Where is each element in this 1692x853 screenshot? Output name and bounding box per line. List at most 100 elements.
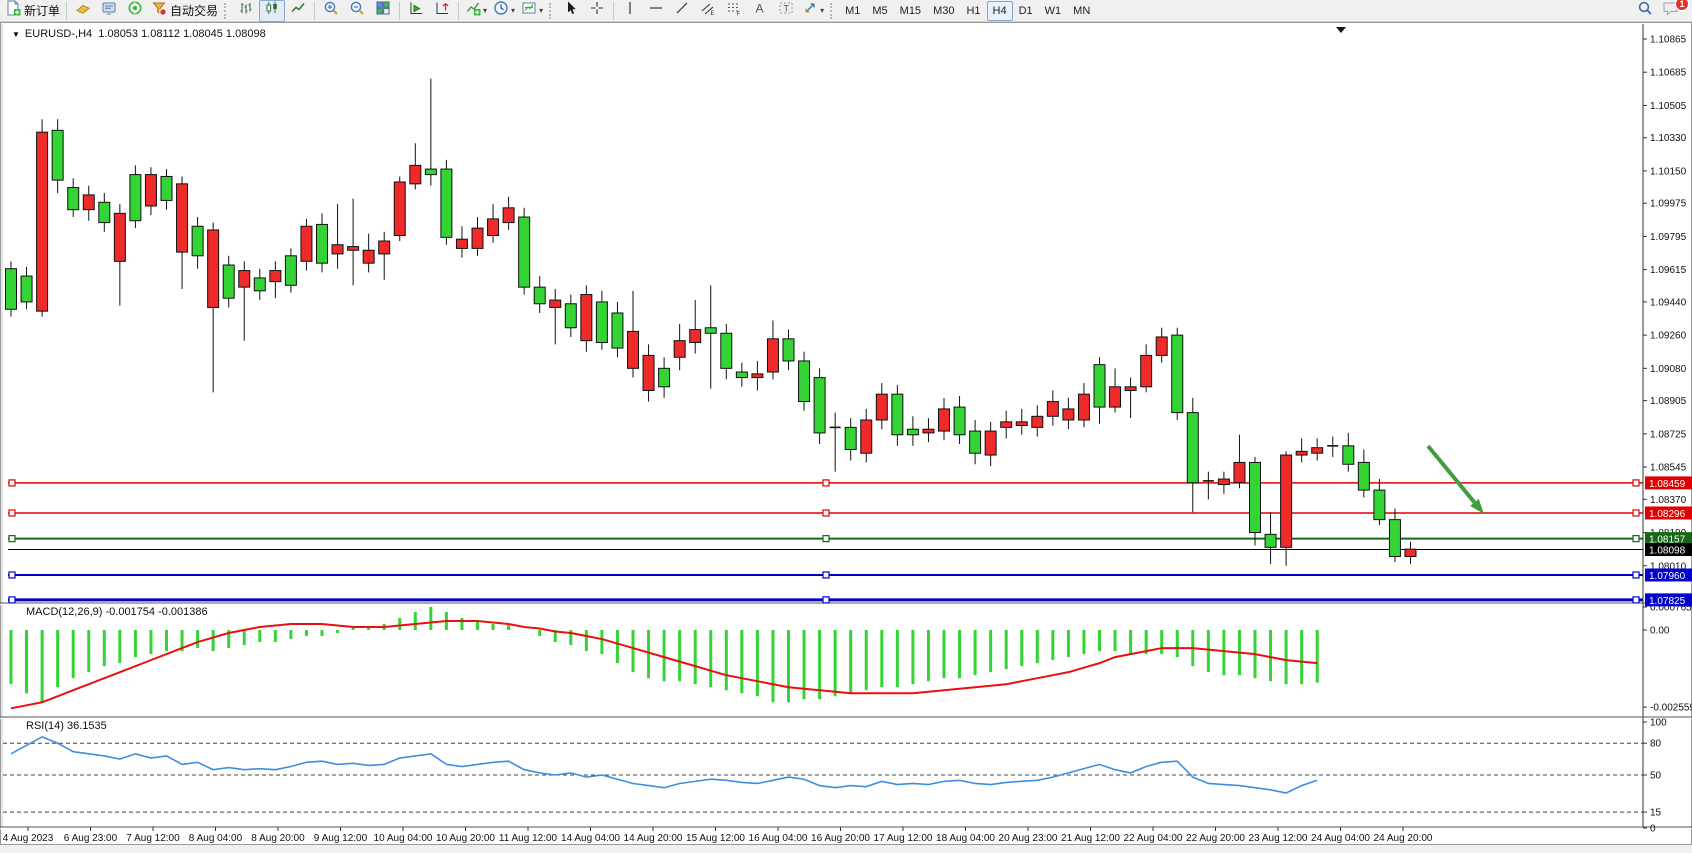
- timeframe-button-m30[interactable]: M30: [933, 4, 955, 17]
- vertical-line-button[interactable]: [617, 0, 643, 22]
- auto-scroll-button[interactable]: [403, 0, 429, 22]
- price-tick-label: 1.08725: [1650, 429, 1687, 440]
- candle-82: [1280, 451, 1293, 566]
- macd-tick-label: 0.000765: [1650, 602, 1692, 613]
- timeframe-button-m5[interactable]: M5: [872, 4, 888, 17]
- indicators-button[interactable]: ▾: [462, 0, 490, 22]
- date-tick-label: 7 Aug 12:00: [126, 833, 180, 844]
- timeframe-button-h1[interactable]: H1: [966, 4, 981, 17]
- zoom-in-icon: [323, 0, 339, 21]
- support-line-blue-1-marker: [822, 571, 830, 579]
- resistance-line-2-marker: [1632, 509, 1640, 517]
- chevron-down-icon: ▾: [539, 6, 544, 15]
- toolbar-separator: [314, 1, 316, 20]
- bar-chart-button[interactable]: [233, 0, 259, 22]
- date-tick-label: 14 Aug 04:00: [561, 833, 620, 844]
- auto-trading-button[interactable]: 自动交易: [148, 0, 221, 22]
- date-tick-label: 16 Aug 20:00: [811, 833, 870, 844]
- date-tick-label: 24 Aug 20:00: [1374, 833, 1433, 844]
- data-window-button[interactable]: [96, 0, 122, 22]
- equidistant-channel-button[interactable]: E: [695, 0, 721, 22]
- candle-53: [829, 412, 841, 472]
- candle-35: [549, 289, 562, 345]
- resistance-line-1-marker: [1632, 479, 1640, 487]
- line-chart-button[interactable]: [285, 0, 311, 22]
- zoom-out-button[interactable]: [344, 0, 370, 22]
- text-icon: A: [752, 0, 768, 21]
- chart-shift-button[interactable]: [429, 0, 455, 22]
- search-button[interactable]: [1632, 0, 1658, 22]
- timeframe-button-d1[interactable]: D1: [1018, 4, 1033, 17]
- arrows-button[interactable]: ▾: [799, 0, 827, 22]
- fibonacci-button[interactable]: F: [721, 0, 747, 22]
- toolbar-gripper: [224, 2, 230, 19]
- timeframe-button-m15[interactable]: M15: [899, 4, 922, 17]
- candle-49: [766, 320, 779, 380]
- candle-70: [1093, 357, 1106, 424]
- date-tick-label: 16 Aug 04:00: [749, 833, 808, 844]
- support-line-blue-2-axis-label: [1645, 593, 1692, 607]
- candle-4: [67, 178, 80, 218]
- cursor-button[interactable]: [558, 0, 584, 22]
- price-tick-label: 1.08545: [1650, 463, 1687, 474]
- candle-0: [5, 261, 17, 317]
- rsi-tick-label: 100: [1650, 718, 1667, 729]
- svg-text:A: A: [756, 2, 764, 16]
- market-watch-button[interactable]: [70, 0, 96, 22]
- resistance-line-1-axis-label: [1645, 476, 1692, 490]
- new-order-button[interactable]: 新订单: [2, 0, 63, 22]
- chart-canvas[interactable]: 1.10865 1.10685 1.10505 1.10330 1.10150 1.099…: [0, 22, 1692, 846]
- vertical-line-icon: [622, 0, 638, 21]
- candle-84: [1311, 438, 1324, 461]
- candle-16: [253, 268, 266, 301]
- candle-7: [113, 204, 126, 306]
- svg-text:E: E: [711, 11, 715, 16]
- text-button[interactable]: A: [747, 0, 773, 22]
- candle-38: [595, 290, 608, 350]
- candle-45: [704, 285, 717, 389]
- templates-icon: [521, 0, 537, 21]
- trendline-button[interactable]: [669, 0, 695, 22]
- rsi-line: [10, 735, 1318, 794]
- current-price-line-axis-label: [1645, 543, 1692, 557]
- date-tick-label: 17 Aug 12:00: [874, 833, 933, 844]
- candle-2: [36, 119, 49, 317]
- text-label-button[interactable]: T: [773, 0, 799, 22]
- zoom-in-button[interactable]: [318, 0, 344, 22]
- tile-windows-button[interactable]: [370, 0, 396, 22]
- candle-30: [471, 217, 484, 256]
- annotation-arrow: [1426, 444, 1477, 504]
- timeframe-button-m1[interactable]: M1: [845, 4, 861, 17]
- candle-40: [627, 290, 639, 378]
- notifications-button[interactable]: 1: [1658, 0, 1689, 22]
- crosshair-button[interactable]: [584, 0, 610, 22]
- candle-59: [922, 418, 935, 443]
- candle-51: [798, 351, 811, 411]
- periods-button[interactable]: ▾: [490, 0, 518, 22]
- timeframe-button-w1[interactable]: W1: [1044, 4, 1062, 17]
- candle-68: [1062, 397, 1075, 430]
- candlestick-chart-button[interactable]: [259, 0, 286, 22]
- candle-21: [331, 204, 344, 269]
- fibonacci-icon: F: [726, 0, 742, 21]
- support-line-green-axis-label: [1645, 532, 1692, 546]
- candle-19: [300, 218, 313, 271]
- support-line-green-marker: [8, 535, 16, 543]
- timeframe-button-h4[interactable]: H4: [986, 0, 1013, 21]
- candle-67: [1046, 390, 1059, 426]
- svg-text:1.08098: 1.08098: [1649, 546, 1686, 557]
- date-tick-label: 6 Aug 23:00: [64, 833, 118, 844]
- candle-87: [1357, 449, 1370, 498]
- signal-button[interactable]: [122, 0, 148, 22]
- support-line-blue-1-axis-label: [1645, 568, 1692, 582]
- timeframe-button-mn[interactable]: MN: [1073, 4, 1091, 17]
- templates-button[interactable]: ▾: [518, 0, 546, 22]
- signal-icon: [127, 0, 143, 21]
- macd-tick-label: 0.00: [1650, 626, 1670, 637]
- candle-27: [424, 78, 437, 186]
- candle-74: [1155, 327, 1168, 363]
- candle-25: [393, 176, 406, 242]
- support-line-blue-2-marker: [8, 596, 16, 604]
- horizontal-line-button[interactable]: [643, 0, 669, 22]
- resistance-line-2-marker: [8, 509, 16, 517]
